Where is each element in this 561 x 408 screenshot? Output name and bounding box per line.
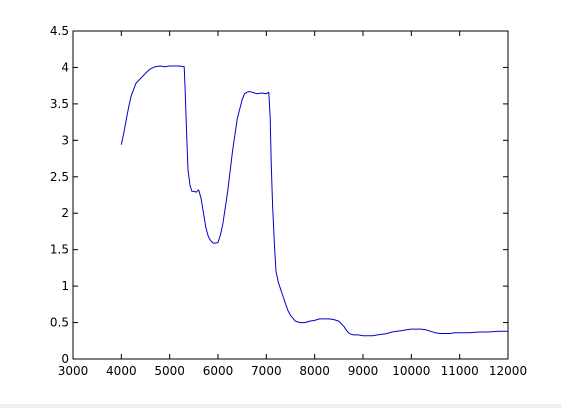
y-tick-label: 2: [61, 206, 69, 220]
y-tick-label: 0.5: [50, 316, 69, 330]
x-tick-label: 11000: [441, 364, 479, 378]
x-tick-label: 12000: [489, 364, 527, 378]
series-line: [120, 65, 508, 337]
y-tick-label: 4: [61, 60, 69, 74]
x-tick-label: 8000: [299, 364, 330, 378]
y-tick-label: 3.5: [50, 97, 69, 111]
x-tick-label: 4000: [106, 364, 137, 378]
x-tick-label: 7000: [251, 364, 282, 378]
y-tick-label: 1.5: [50, 243, 69, 257]
x-tick-label: 6000: [203, 364, 234, 378]
x-tick-label: 10000: [392, 364, 430, 378]
y-tick-label: 4.5: [50, 24, 69, 38]
plot-area-box: [72, 30, 509, 360]
y-tick-label: 1: [61, 279, 69, 293]
axes: [72, 30, 509, 360]
y-tick-label: 2.5: [50, 170, 69, 184]
y-tick-labels: 0 0.5 1 1.5 2 2.5 3 3.5 4 4.5: [50, 24, 69, 366]
x-tick-label: 3000: [58, 364, 89, 378]
x-tick-label: 9000: [348, 364, 379, 378]
y-tick-label: 3: [61, 133, 69, 147]
tick-marks: [72, 30, 509, 360]
x-tick-labels: 3000 4000 5000 6000 7000 8000 9000 10000 11000 12…: [58, 364, 527, 378]
series-layer: [120, 65, 508, 337]
y-tick-label: 0: [61, 352, 69, 366]
x-tick-label: 5000: [154, 364, 185, 378]
